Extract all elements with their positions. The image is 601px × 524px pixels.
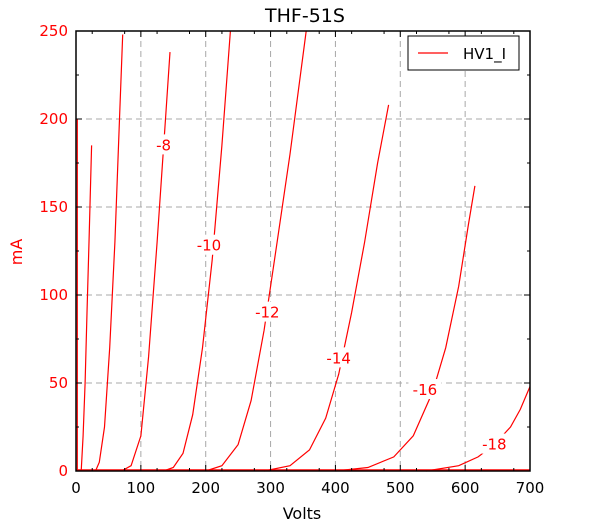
axis-ticks: 0 100 200 300 400 500 600 700 0 50 100 150 200 250 [39,22,544,497]
curve-label-bg [408,379,442,400]
series-curve-5 [205,30,307,472]
curve-labels: -8 -10 -12 -14 -16 -18 [151,134,511,454]
curve-label-bg [322,347,356,368]
x-tick-label: 300 [256,479,285,497]
series-curve-1 [80,145,93,472]
legend: HV1_I [407,35,520,71]
curve-label: -14 [326,349,351,367]
chart-title: THF-51S [264,5,345,27]
y-tick-label: 50 [49,374,68,392]
series-curve-6 [263,104,390,472]
curve-label: -16 [413,381,438,399]
series-curve-2 [94,34,124,472]
curve-label: -12 [255,304,280,322]
curve-label: -18 [482,436,507,454]
curve-label: -10 [197,237,222,255]
series-lines [76,30,531,472]
y-tick-label: 0 [58,462,68,480]
curve-label-bg [250,301,284,322]
series-curve-3 [121,52,171,472]
series-curve-8 [426,386,531,472]
x-tick-label: 0 [71,479,81,497]
y-tick-label: 250 [39,22,68,40]
x-tick-label: 200 [191,479,220,497]
curve-label-bg [477,433,511,454]
legend-label: HV1_I [463,45,506,64]
curve-label-bg [192,234,226,255]
x-tick-label: 700 [516,479,545,497]
y-tick-label: 150 [39,198,68,216]
x-tick-label: 500 [386,479,415,497]
y-axis-title: mA [7,239,26,266]
y-tick-label: 200 [39,110,68,128]
x-axis-title: Volts [283,504,322,523]
x-tick-label: 400 [321,479,350,497]
x-tick-label: 100 [127,479,156,497]
curve-label: -8 [156,136,171,154]
series-curve-4 [163,30,231,472]
x-tick-label: 600 [451,479,480,497]
y-tick-label: 100 [39,286,68,304]
curve-label-bg [151,134,176,155]
series-curve-7 [335,185,476,472]
